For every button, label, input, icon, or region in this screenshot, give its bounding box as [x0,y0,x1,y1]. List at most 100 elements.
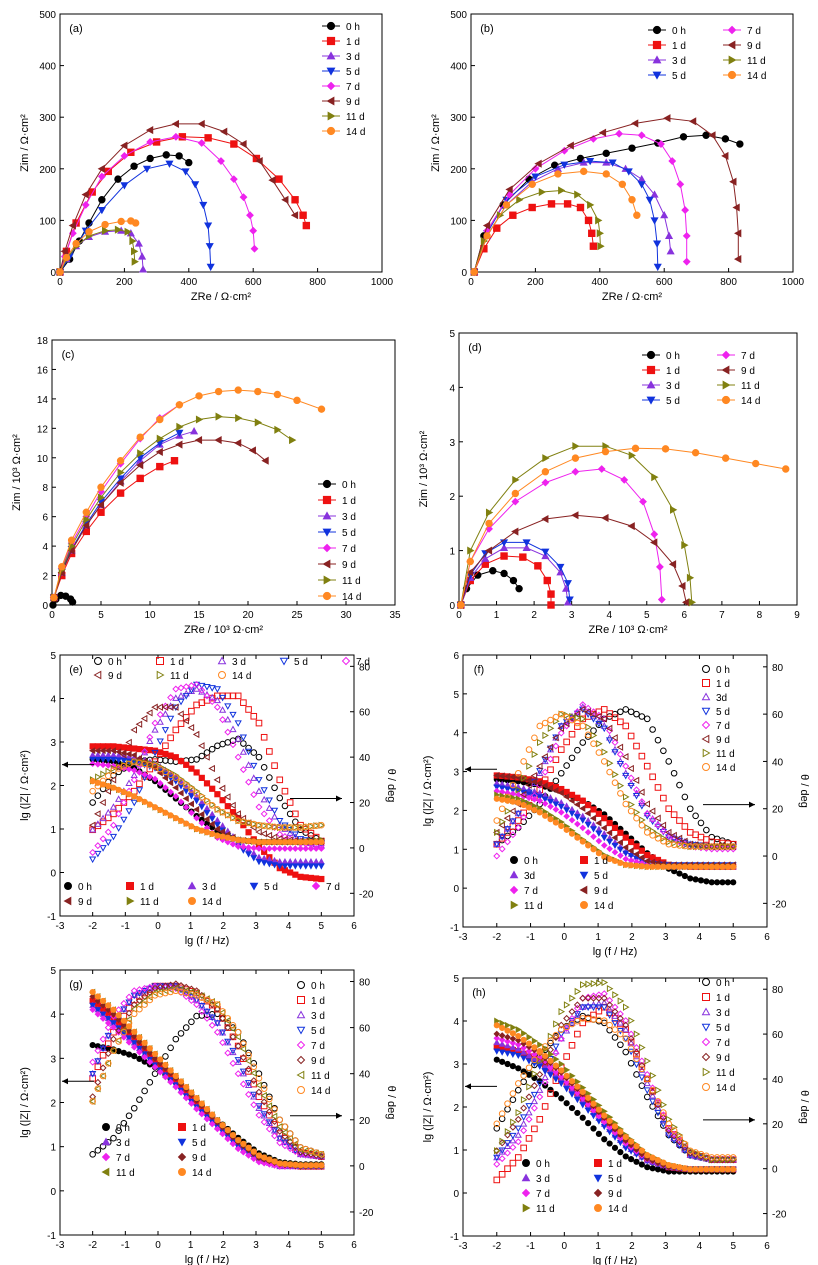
phase-point [89,825,97,833]
phase-point [130,799,138,807]
phase-point [177,684,185,692]
data-point [255,157,263,166]
y2-tick-label: 20 [359,1116,371,1127]
data-point [482,221,491,230]
data-point [615,129,624,138]
data-point [528,180,536,188]
phase-point [276,776,284,784]
modulus-point [167,1078,174,1086]
phase-point [659,827,667,835]
modulus-point [605,829,613,837]
series-line [59,136,307,273]
phase-point [601,978,609,987]
phase-legend-marker [702,978,710,986]
phase-point [239,748,248,755]
phase-point [276,1139,284,1147]
modulus-point [317,863,325,870]
modulus-legend-label: 11 d [536,1204,555,1215]
data-series [493,1015,737,1173]
modulus-point [136,1055,143,1062]
modulus-legend-label: 5 d [594,871,608,882]
modulus-point [509,1035,517,1043]
phase-point [135,990,144,997]
phase-point [214,805,222,813]
phase-point [519,790,527,799]
modulus-point [600,1118,608,1126]
phase-point [509,1143,517,1151]
phase-point [504,807,512,815]
phase-point [219,1039,227,1047]
phase-point [208,745,216,753]
modulus-point [622,861,629,868]
phase-point [260,795,268,803]
x-tick-label: 4 [286,1240,292,1251]
legend-marker [326,51,336,60]
modulus-legend-label: 1 d [140,882,154,893]
phase-point [670,1130,678,1138]
y-tick-label: 16 [37,365,49,376]
phase-point [622,1021,630,1029]
phase-point [104,1059,111,1067]
phase-point [498,1148,506,1155]
panel-label: (c) [62,349,75,361]
phase-point [654,821,662,829]
data-point [233,439,242,448]
modulus-point [681,863,688,870]
legend-marker [727,40,736,50]
data-point [290,211,299,220]
data-point [620,475,629,484]
phase-point [120,1119,128,1127]
modulus-point [115,748,122,756]
data-point [485,519,493,528]
phase-point [255,1103,263,1110]
modulus-point [172,1072,179,1080]
modulus-point [292,838,299,846]
data-series [456,511,690,610]
modulus-point [276,845,284,852]
data-point [72,239,80,248]
data-point [657,595,666,604]
data-point [664,231,674,239]
phase-point [519,1114,528,1121]
phase-point [504,1105,511,1113]
phase-point [125,779,133,786]
modulus-point [157,1056,164,1063]
phase-point [270,812,279,820]
phase-point [146,709,153,717]
data-series [56,132,259,276]
phase-point [633,742,640,750]
phase-point [88,1097,96,1105]
phase-point [239,1068,248,1076]
data-point [547,601,555,609]
modulus-point [99,1011,107,1018]
modulus-legend-label: 5 d [192,1138,206,1149]
phase-point [130,776,138,784]
phase-point [192,685,201,692]
data-point [588,229,596,238]
modulus-point [568,1104,576,1112]
phase-point [109,776,117,784]
phase-point [229,1033,237,1041]
phase-point [250,1077,258,1085]
data-series [493,1012,737,1175]
phase-point [541,1043,549,1050]
phase-point [250,762,258,770]
data-point [721,454,730,462]
modulus-point [292,871,299,878]
phase-point [520,774,528,782]
modulus-point [536,797,544,805]
data-point [653,263,662,272]
plot-frame [59,13,383,273]
phase-point [110,767,117,775]
phase-point [627,1038,635,1046]
phase-point [643,813,651,820]
phase-point [177,692,185,699]
modulus-point [104,1016,112,1023]
x-tick-label: 6 [351,921,357,932]
phase-point [660,837,667,845]
left-axis-arrowhead [465,1083,471,1090]
modulus-point [208,816,216,823]
phase-legend-marker [702,993,710,1001]
phase-point [249,1069,257,1077]
phase-point [600,1004,608,1011]
